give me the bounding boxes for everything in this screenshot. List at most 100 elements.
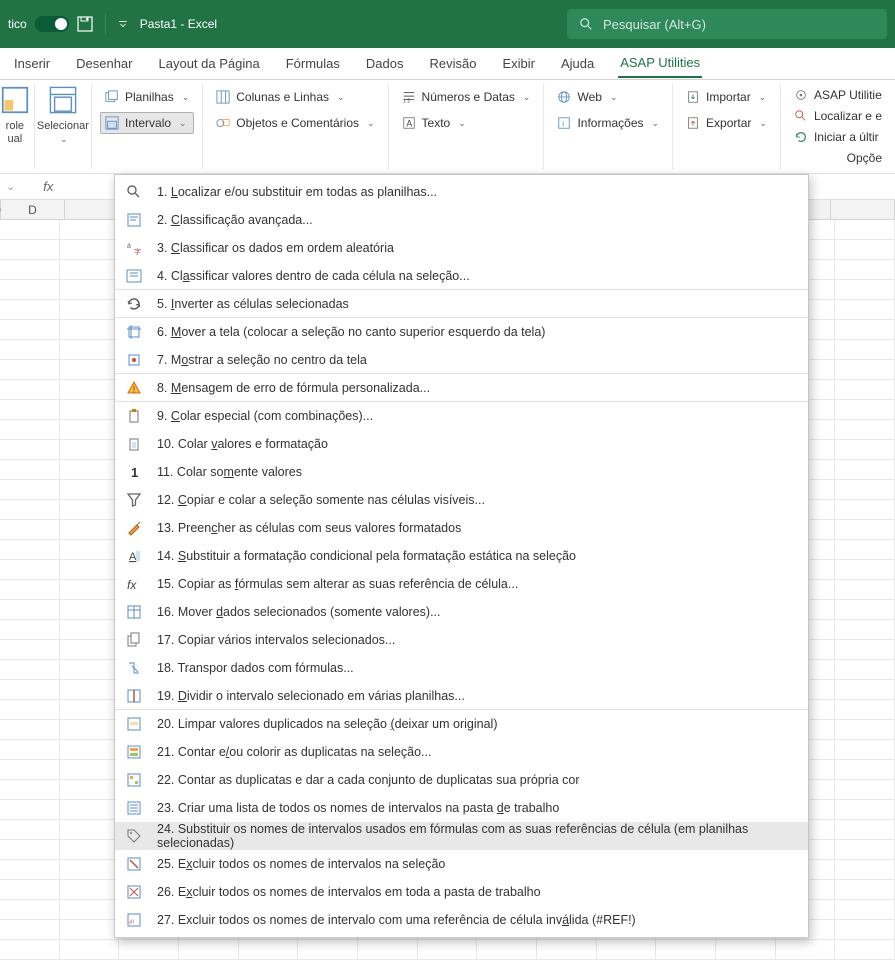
cell[interactable]	[835, 560, 895, 579]
menu-item[interactable]: 20. Limpar valores duplicados na seleção…	[115, 710, 808, 738]
cell[interactable]	[0, 780, 60, 799]
cell[interactable]	[0, 420, 60, 439]
menu-item[interactable]: #!27. Excluir todos os nomes de interval…	[115, 906, 808, 934]
cell[interactable]	[0, 340, 60, 359]
cell[interactable]	[60, 640, 120, 659]
cell[interactable]	[60, 220, 120, 239]
exportar-button[interactable]: Exportar⌄	[681, 112, 772, 134]
menu-item[interactable]: 1. Localizar e/ou substituir em todas as…	[115, 178, 808, 206]
cell[interactable]	[60, 500, 120, 519]
cell[interactable]	[835, 240, 895, 259]
fbar-dropdown-icon[interactable]: ⌄	[6, 180, 15, 193]
cell[interactable]	[60, 280, 120, 299]
cell[interactable]	[477, 940, 537, 959]
ribbon-tab[interactable]: Dados	[364, 50, 406, 77]
cell[interactable]	[835, 280, 895, 299]
ribbon-tab[interactable]: Revisão	[427, 50, 478, 77]
menu-item[interactable]: 21. Contar e/ou colorir as duplicatas na…	[115, 738, 808, 766]
cell[interactable]	[60, 800, 120, 819]
cell[interactable]	[0, 580, 60, 599]
search-box[interactable]: Pesquisar (Alt+G)	[567, 9, 887, 39]
cell[interactable]	[0, 760, 60, 779]
grid-row[interactable]	[0, 940, 895, 960]
opcoes-button[interactable]: Opçõe	[789, 150, 887, 167]
menu-item[interactable]: 16. Mover dados selecionados (somente va…	[115, 598, 808, 626]
cell[interactable]	[835, 900, 895, 919]
cell[interactable]	[60, 740, 120, 759]
cell[interactable]	[60, 560, 120, 579]
menu-item[interactable]: 6. Mover a tela (colocar a seleção no ca…	[115, 318, 808, 346]
cell[interactable]	[60, 540, 120, 559]
cell[interactable]	[0, 240, 60, 259]
cell[interactable]	[835, 380, 895, 399]
cell[interactable]	[60, 900, 120, 919]
cell[interactable]	[835, 340, 895, 359]
ribbon-group-controle[interactable]: role ual	[4, 84, 35, 169]
cell[interactable]	[0, 880, 60, 899]
cell[interactable]	[60, 700, 120, 719]
cell[interactable]	[0, 360, 60, 379]
cell[interactable]	[60, 240, 120, 259]
cell[interactable]	[776, 940, 836, 959]
cell[interactable]	[835, 800, 895, 819]
cell[interactable]	[0, 920, 60, 939]
cell[interactable]	[60, 320, 120, 339]
menu-item[interactable]: á字3. Classificar os dados em ordem aleat…	[115, 234, 808, 262]
cell[interactable]	[835, 360, 895, 379]
cell[interactable]	[0, 900, 60, 919]
cell[interactable]	[60, 360, 120, 379]
menu-item[interactable]: 12. Copiar e colar a seleção somente nas…	[115, 486, 808, 514]
menu-item[interactable]: fx15. Copiar as fórmulas sem alterar as …	[115, 570, 808, 598]
cell[interactable]	[835, 520, 895, 539]
cell[interactable]	[0, 740, 60, 759]
cell[interactable]	[60, 520, 120, 539]
ribbon-tab[interactable]: ASAP Utilities	[618, 49, 702, 78]
cell[interactable]	[60, 380, 120, 399]
menu-item[interactable]: 25. Excluir todos os nomes de intervalos…	[115, 850, 808, 878]
cell[interactable]	[0, 540, 60, 559]
cell[interactable]	[60, 780, 120, 799]
cell[interactable]	[835, 580, 895, 599]
cell[interactable]	[358, 940, 418, 959]
cell[interactable]	[0, 460, 60, 479]
cell[interactable]	[835, 220, 895, 239]
menu-item[interactable]: 24. Substituir os nomes de intervalos us…	[115, 822, 808, 850]
cell[interactable]	[60, 420, 120, 439]
ribbon-tab[interactable]: Fórmulas	[284, 50, 342, 77]
ribbon-tab[interactable]: Ajuda	[559, 50, 596, 77]
informacoes-button[interactable]: iInformações⌄	[552, 112, 664, 134]
menu-item[interactable]: 8. Mensagem de erro de fórmula personali…	[115, 374, 808, 402]
cell[interactable]	[0, 840, 60, 859]
cell[interactable]	[835, 540, 895, 559]
numeros-datas-button[interactable]: 1 2Números e Datas⌄	[397, 86, 536, 108]
cell[interactable]	[179, 940, 239, 959]
cell[interactable]	[60, 440, 120, 459]
cell[interactable]	[60, 940, 120, 959]
cell[interactable]	[835, 300, 895, 319]
cell[interactable]	[119, 940, 179, 959]
texto-button[interactable]: ATexto⌄	[397, 112, 536, 134]
menu-item[interactable]: 7. Mostrar a seleção no centro da tela	[115, 346, 808, 374]
cell[interactable]	[0, 860, 60, 879]
cell[interactable]	[835, 260, 895, 279]
cell[interactable]	[60, 300, 120, 319]
menu-item[interactable]: 18. Transpor dados com fórmulas...	[115, 654, 808, 682]
cell[interactable]	[60, 600, 120, 619]
cell[interactable]	[835, 420, 895, 439]
cell[interactable]	[835, 320, 895, 339]
cell[interactable]	[60, 480, 120, 499]
cell[interactable]	[60, 860, 120, 879]
cell[interactable]	[60, 680, 120, 699]
cell[interactable]	[0, 700, 60, 719]
cell[interactable]	[60, 660, 120, 679]
cell[interactable]	[0, 940, 60, 959]
ribbon-tab[interactable]: Desenhar	[74, 50, 134, 77]
cell[interactable]	[835, 840, 895, 859]
cell[interactable]	[60, 580, 120, 599]
cell[interactable]	[0, 680, 60, 699]
ribbon-tab[interactable]: Layout da Página	[157, 50, 262, 77]
cell[interactable]	[835, 820, 895, 839]
cell[interactable]	[835, 740, 895, 759]
cell[interactable]	[60, 820, 120, 839]
cell[interactable]	[60, 460, 120, 479]
